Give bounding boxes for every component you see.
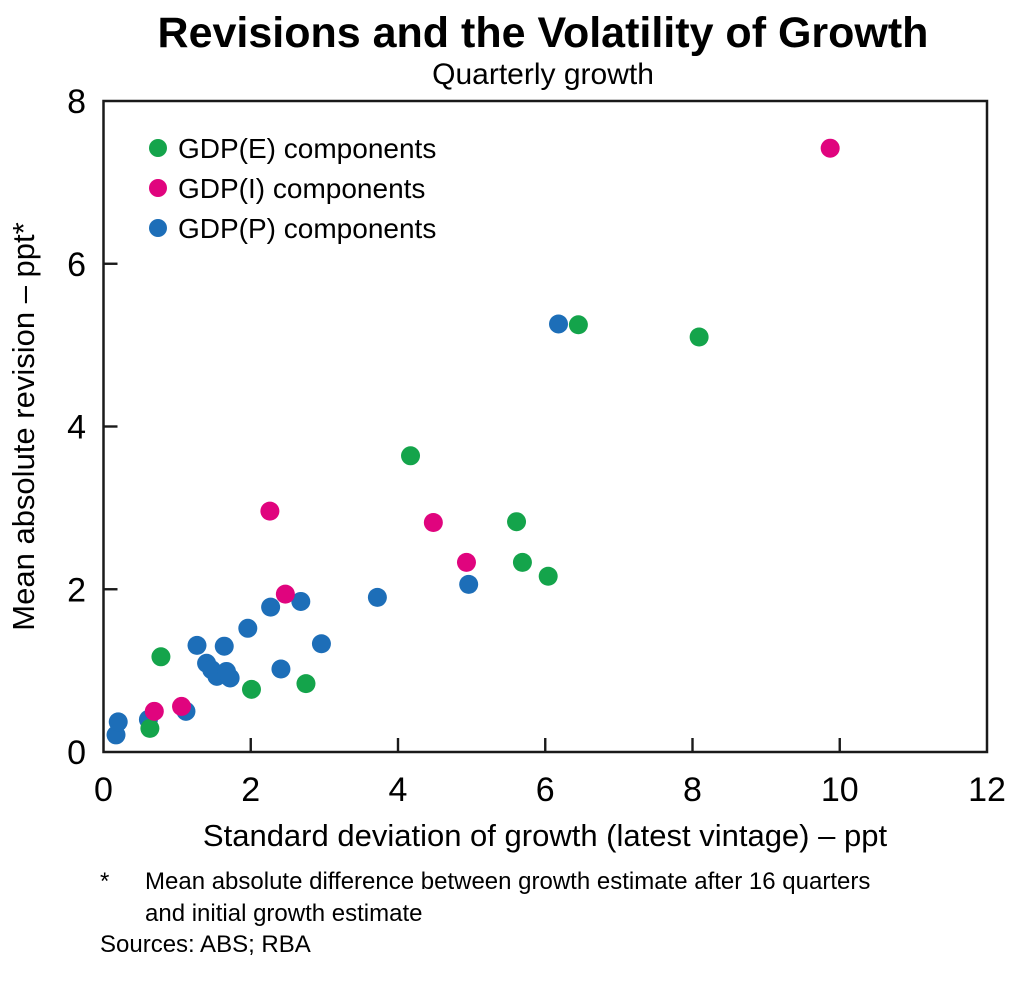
data-point-gdp-p-components xyxy=(187,635,207,655)
data-point-gdp-i-components xyxy=(275,584,295,604)
x-tick-label: 10 xyxy=(821,771,859,809)
sources-note: Sources: ABS; RBA xyxy=(100,931,311,958)
data-point-gdp-e-components xyxy=(512,552,532,572)
y-axis-label: Mean absolute revision – ppt* xyxy=(6,222,41,630)
data-point-gdp-i-components xyxy=(820,138,840,158)
data-point-gdp-i-components xyxy=(423,513,443,533)
data-point-gdp-p-components xyxy=(459,574,479,594)
x-tick-label: 8 xyxy=(683,771,702,809)
data-point-gdp-e-components xyxy=(296,674,316,694)
data-point-gdp-p-components xyxy=(108,712,128,732)
data-point-gdp-e-components xyxy=(507,512,527,532)
y-tick-label: 0 xyxy=(67,734,86,772)
y-tick-label: 6 xyxy=(67,246,86,284)
data-point-gdp-i-components xyxy=(144,701,164,721)
data-point-gdp-p-components xyxy=(549,314,569,334)
x-tick-label: 6 xyxy=(536,771,555,809)
y-tick-label: 2 xyxy=(67,571,86,609)
data-point-gdp-p-components xyxy=(261,597,281,617)
y-tick-label: 4 xyxy=(67,409,86,447)
legend-label: GDP(P) components xyxy=(178,213,436,244)
data-point-gdp-p-components xyxy=(311,634,331,654)
data-point-gdp-e-components xyxy=(538,566,558,586)
data-point-gdp-p-components xyxy=(271,659,291,679)
data-point-gdp-p-components xyxy=(238,618,258,638)
data-point-gdp-i-components xyxy=(172,696,192,716)
data-point-gdp-i-components xyxy=(260,501,280,521)
y-tick-label: 8 xyxy=(67,83,86,121)
chart-title: Revisions and the Volatility of Growth xyxy=(158,9,929,57)
axis-ticks xyxy=(103,262,841,752)
data-point-gdp-p-components xyxy=(367,587,387,607)
plot-area: GDP(E) components GDP(I) components GDP(P)… xyxy=(102,99,989,754)
data-point-gdp-i-components xyxy=(456,552,476,572)
chart-legend: GDP(E) components GDP(I) components GDP(P)… xyxy=(149,133,436,244)
footnote-line-1: Mean absolute difference between growth … xyxy=(145,868,870,895)
data-point-gdp-p-components xyxy=(214,636,234,656)
data-point-gdp-p-components xyxy=(291,591,311,611)
x-axis-label: Standard deviation of growth (latest vin… xyxy=(203,818,888,853)
footnote-line-2: and initial growth estimate xyxy=(145,900,422,927)
footnote-marker: * xyxy=(100,868,109,895)
x-tick-label: 0 xyxy=(94,771,113,809)
data-point-gdp-e-components xyxy=(151,647,171,667)
data-point-gdp-e-components xyxy=(140,718,160,738)
chart-subtitle: Quarterly growth xyxy=(432,58,654,91)
data-point-gdp-e-components xyxy=(401,446,421,466)
x-tick-label: 2 xyxy=(241,771,260,809)
legend-swatch-icon xyxy=(149,219,167,237)
legend-label: GDP(E) components xyxy=(178,133,436,164)
data-point-gdp-e-components xyxy=(568,315,588,335)
legend-swatch-icon xyxy=(149,139,167,157)
data-points xyxy=(106,138,840,745)
legend-label: GDP(I) components xyxy=(178,173,425,204)
tick-labels: 0 2 4 6 8 10 12 0 2 4 6 8 xyxy=(67,83,1006,809)
legend-swatch-icon xyxy=(149,179,167,197)
x-tick-label: 12 xyxy=(968,771,1006,809)
data-point-gdp-e-components xyxy=(689,327,709,347)
data-point-gdp-e-components xyxy=(241,679,261,699)
x-tick-label: 4 xyxy=(389,771,408,809)
data-point-gdp-p-components xyxy=(220,668,240,688)
